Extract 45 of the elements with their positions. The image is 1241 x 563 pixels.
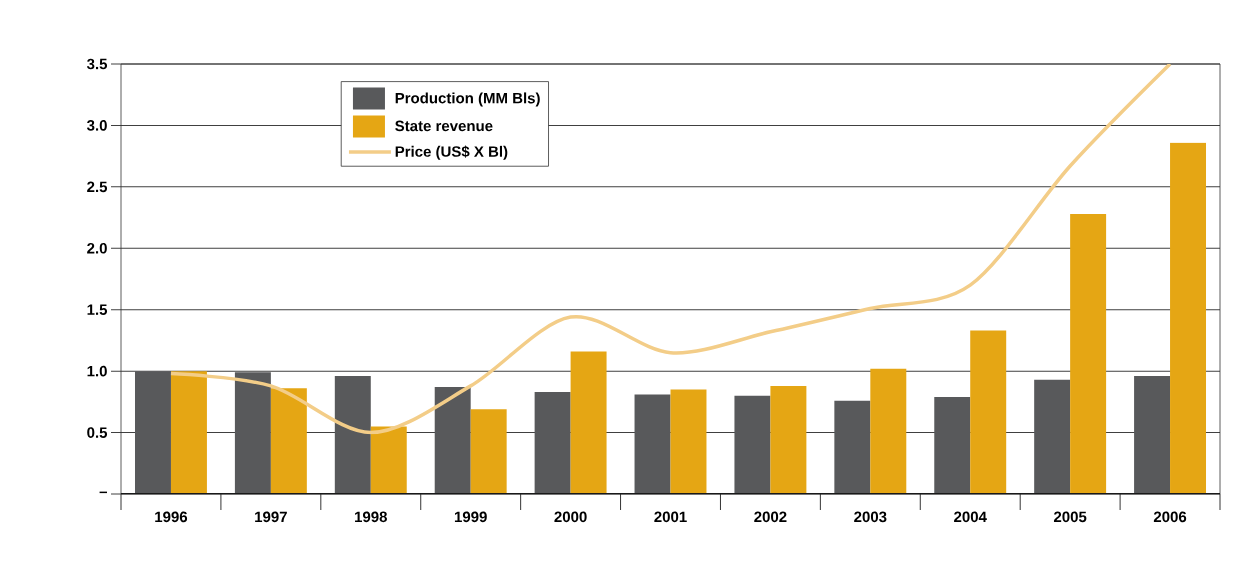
y-tick-label: – <box>99 491 107 494</box>
bar <box>170 371 207 494</box>
bar <box>434 387 471 494</box>
bar <box>534 392 571 494</box>
x-tick-label: 2001 <box>654 511 687 523</box>
x-tick-label: 1999 <box>454 511 487 523</box>
bar <box>1134 376 1171 494</box>
x-tick-label: 2004 <box>954 511 987 523</box>
bar <box>734 395 771 494</box>
y-tick-label: 3.5 <box>86 58 108 70</box>
bar <box>570 351 607 494</box>
y-tick-label: 0.5 <box>87 427 108 438</box>
y-tick-label: 2.0 <box>87 242 107 254</box>
y-tick-label: 2.5 <box>87 181 108 193</box>
legend-label: State revenue <box>395 120 493 132</box>
legend-label: Price (US$ X Bl) <box>395 145 508 160</box>
x-tick-label: 2005 <box>1053 511 1087 523</box>
bar <box>970 330 1007 494</box>
bar <box>670 389 707 494</box>
x-tick-label: 2000 <box>554 511 587 523</box>
legend-label: Production (MM Bls) <box>395 92 540 107</box>
bar <box>1170 142 1207 494</box>
x-tick-label: 1997 <box>255 511 287 523</box>
bar <box>470 409 507 494</box>
bar <box>934 396 971 494</box>
y-tick-label: 3.0 <box>86 120 107 131</box>
x-tick-label: 1996 <box>155 511 188 523</box>
bar <box>234 372 271 494</box>
y-tick-label: 1.0 <box>87 365 107 377</box>
bar <box>770 385 807 494</box>
bar <box>1070 213 1107 494</box>
x-tick-label: 2003 <box>854 511 887 523</box>
x-tick-label: 2002 <box>754 511 787 523</box>
bar <box>870 368 907 494</box>
bar <box>134 371 171 494</box>
bar <box>334 376 371 494</box>
line-series <box>169 64 1172 435</box>
bar <box>634 394 671 494</box>
bar <box>270 388 307 494</box>
bar <box>834 400 871 494</box>
bar <box>370 426 407 494</box>
y-tick-label: 1.5 <box>87 304 108 315</box>
x-tick-label: 1998 <box>355 511 387 523</box>
bar <box>1034 379 1071 494</box>
x-tick-label: 2006 <box>1153 511 1187 523</box>
